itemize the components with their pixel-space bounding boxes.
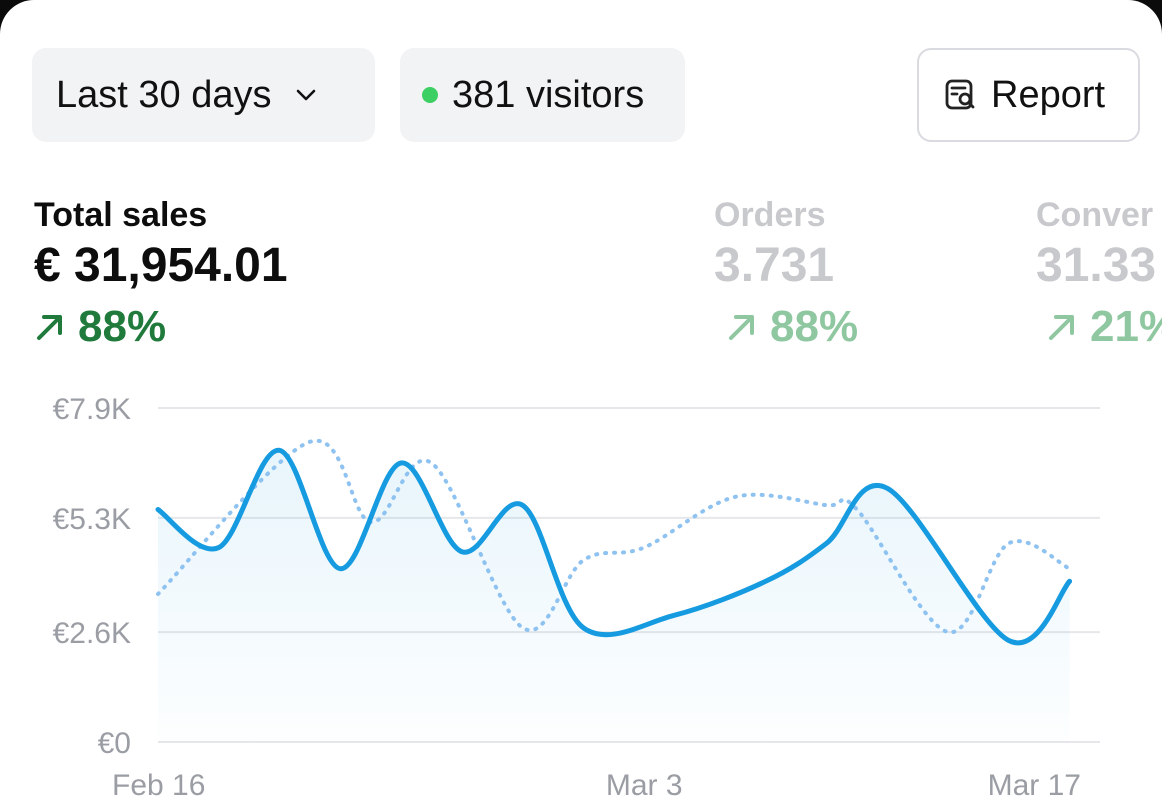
arrow-up-right-icon: [729, 315, 754, 340]
y-tick-label: €2.6K: [53, 617, 131, 650]
sales-line-chart: €0 €2.6K €5.3K €7.9K Feb 16 Mar 3 Mar 17: [53, 393, 1100, 802]
metric-change-value: 88%: [78, 302, 167, 351]
visitors-badge[interactable]: 381 visitors: [400, 48, 685, 142]
metric-value: € 31,954.01: [34, 239, 288, 292]
metric-change: 88%: [34, 300, 288, 354]
y-tick-label: €5.3K: [53, 503, 131, 536]
arrow-up-right-icon: [37, 315, 62, 340]
metric-label: Orders: [714, 196, 826, 234]
x-tick-label: Feb 16: [112, 769, 205, 802]
date-range-dropdown[interactable]: Last 30 days: [32, 48, 375, 142]
date-range-label: Last 30 days: [56, 73, 272, 116]
metric-change: 88%: [726, 300, 858, 354]
live-status-dot-icon: [422, 87, 438, 103]
metric-change-value: 88%: [770, 302, 859, 351]
x-tick-label: Mar 17: [988, 769, 1081, 802]
metric-conversion[interactable]: Conver 31.33 21%: [1036, 196, 1162, 354]
metric-total-sales[interactable]: Total sales € 31,954.01 88%: [34, 196, 288, 354]
x-tick-label: Mar 3: [606, 769, 683, 802]
arrow-up-right-icon: [1049, 315, 1074, 340]
series-line-previous-period: [156, 438, 1072, 635]
series-line-current-period: [155, 447, 1073, 646]
y-tick-label: €7.9K: [53, 393, 131, 426]
visitors-count: 381 visitors: [452, 73, 645, 116]
report-label: Report: [991, 73, 1106, 116]
metric-change-value: 21%: [1090, 302, 1162, 351]
metric-label: Conver: [1036, 196, 1154, 234]
metric-value: 31.33: [1036, 239, 1157, 292]
y-tick-label: €0: [98, 727, 131, 760]
report-button[interactable]: Report: [917, 48, 1140, 142]
report-search-icon: [945, 79, 975, 110]
metric-label: Total sales: [34, 196, 208, 234]
chevron-down-icon: [297, 89, 316, 101]
metric-value: 3.731: [714, 239, 835, 292]
series-area-fill: [158, 450, 1070, 742]
metric-orders[interactable]: Orders 3.731 88%: [714, 196, 858, 354]
metric-change: 21%: [1046, 300, 1162, 354]
